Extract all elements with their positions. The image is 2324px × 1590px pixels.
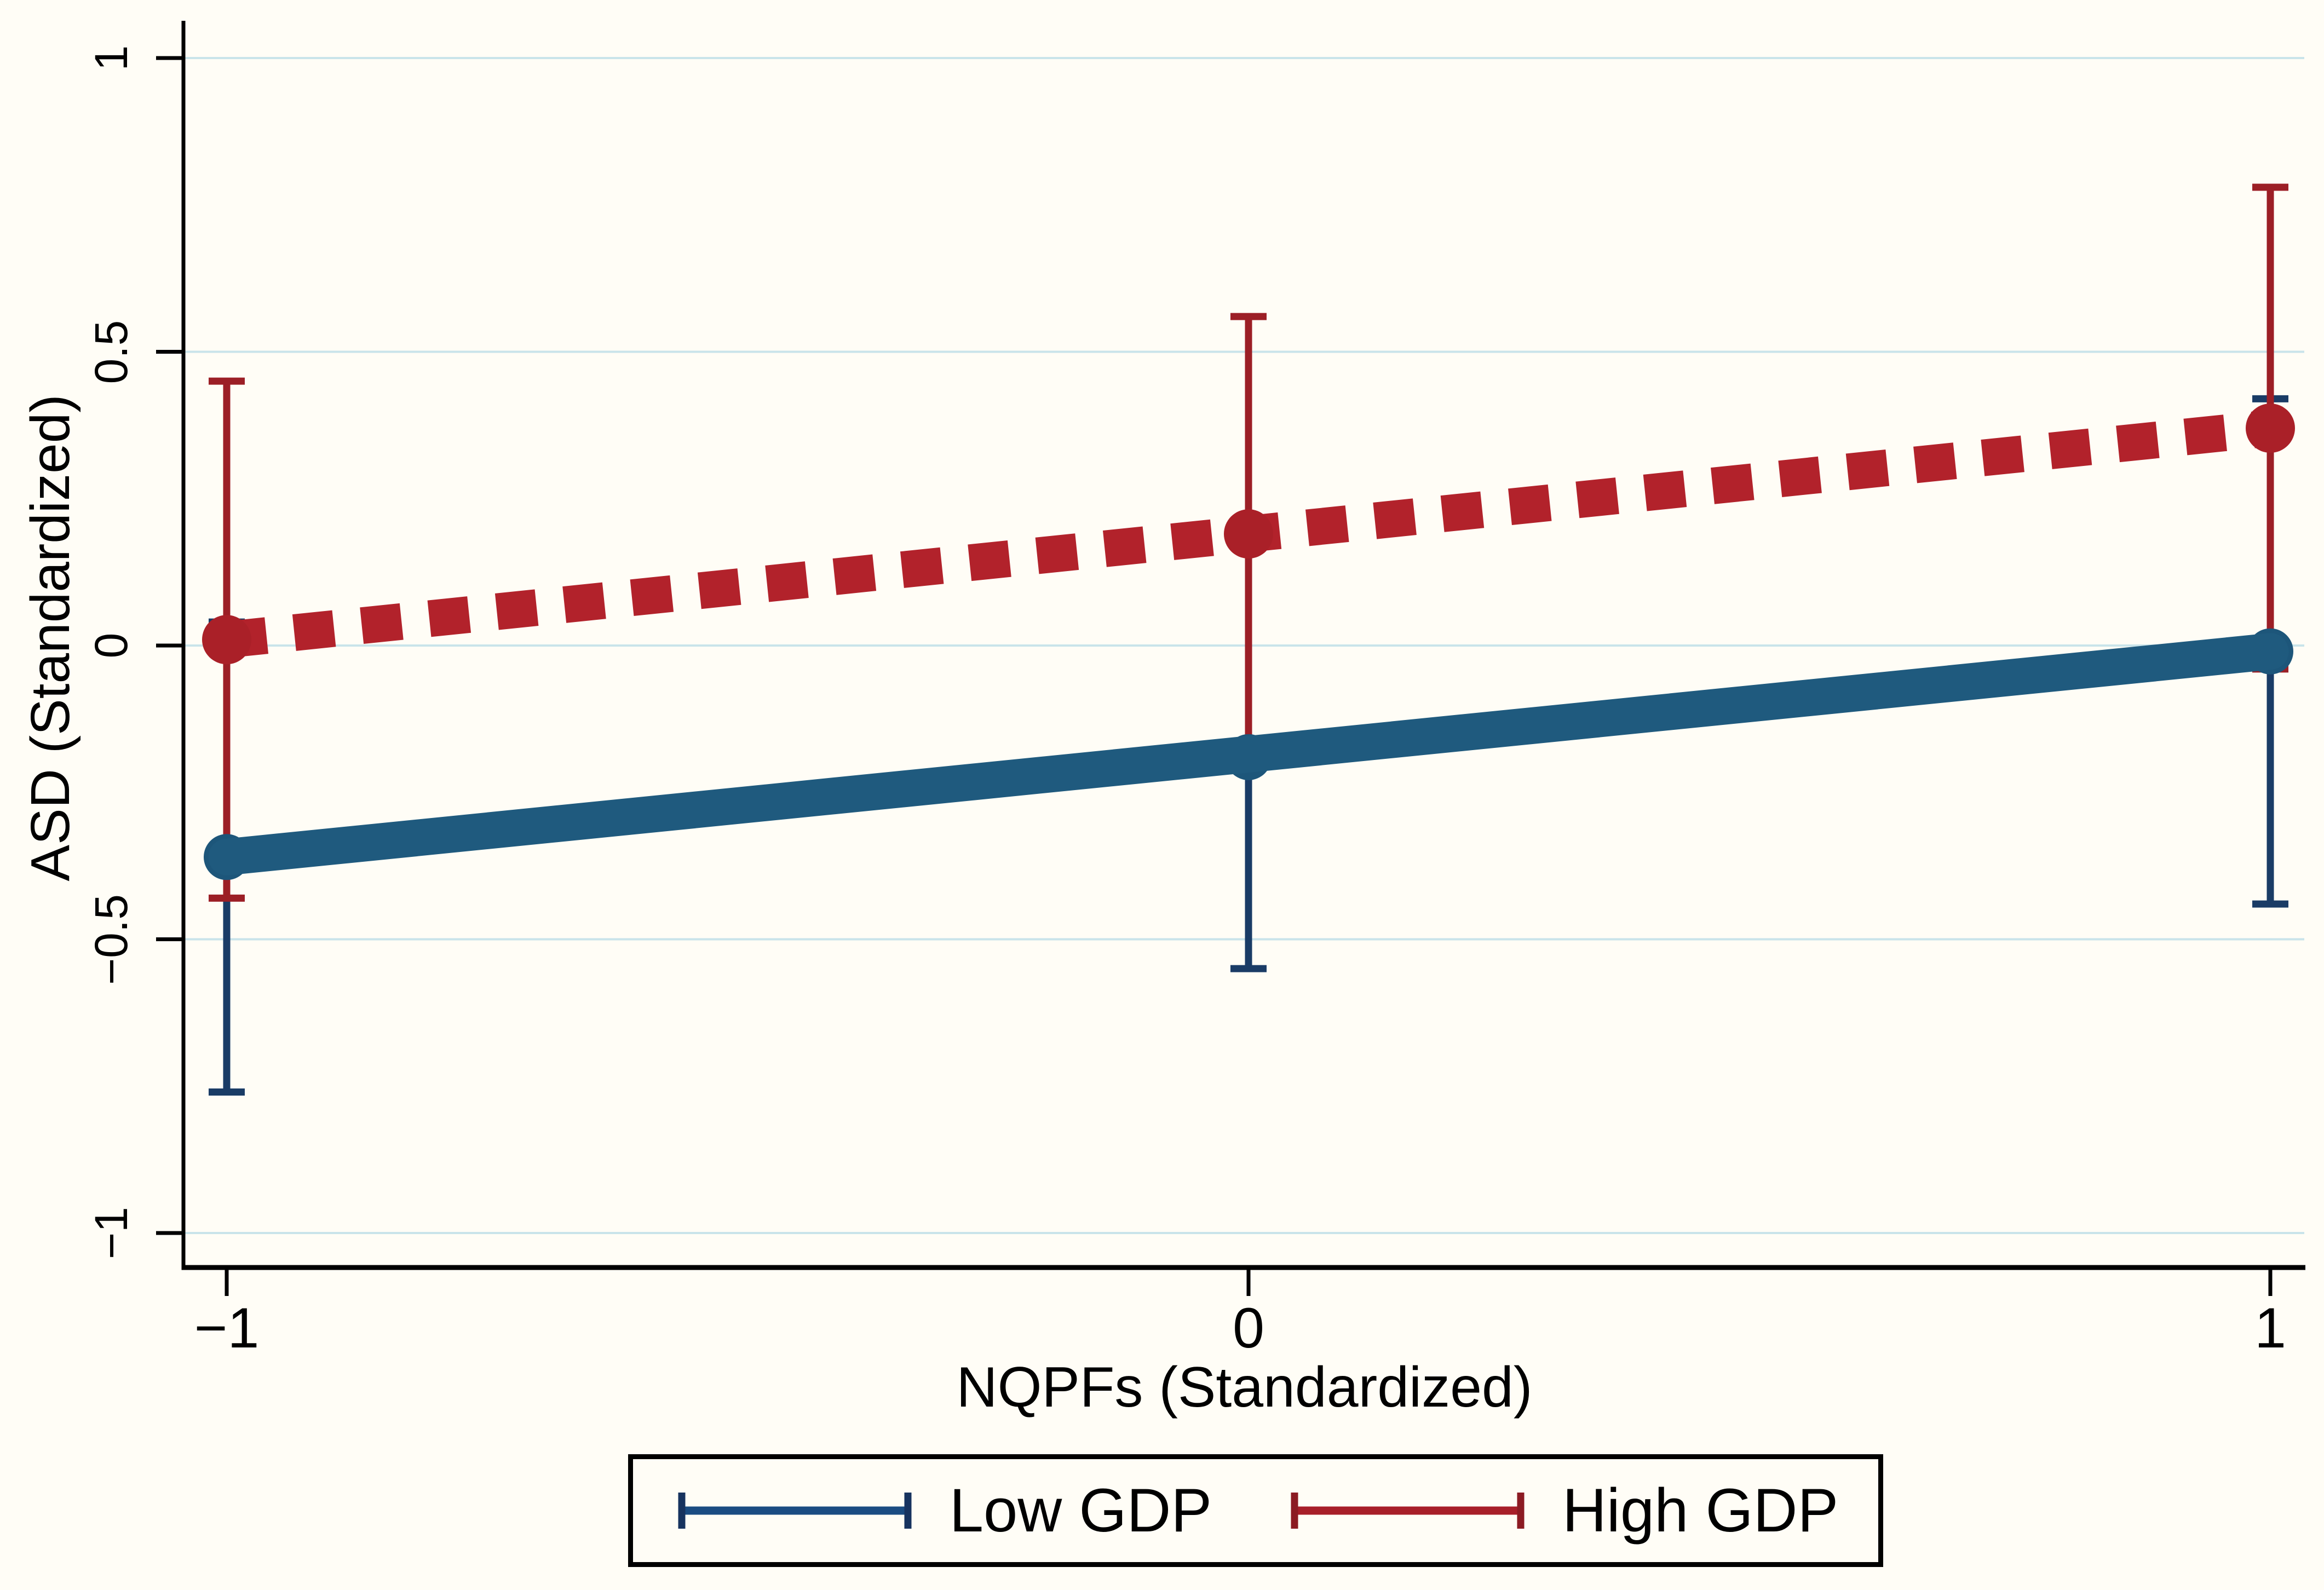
legend: Low GDP High GDP xyxy=(628,1454,1883,1567)
y-tick-label: 0.5 xyxy=(85,320,137,384)
legend-item-high-gdp: High GDP xyxy=(1286,1475,1838,1546)
x-axis-title: NQPFs (Standardized) xyxy=(956,1356,1533,1419)
y-axis-title: ASD (Standardized) xyxy=(20,394,81,882)
y-tick-label: 0 xyxy=(85,632,137,659)
legend-item-low-gdp: Low GDP xyxy=(673,1475,1212,1546)
y-tick-label: 1 xyxy=(85,45,137,71)
legend-label: High GDP xyxy=(1562,1476,1839,1545)
marker-high-gdp xyxy=(202,615,251,665)
errorbar-symbol-high-gdp xyxy=(1291,1493,1525,1529)
x-tick-label: −1 xyxy=(194,1297,260,1360)
y-tick-label: −0.5 xyxy=(85,894,137,985)
x-tick-label: 1 xyxy=(2254,1297,2286,1360)
legend-label: Low GDP xyxy=(949,1476,1212,1545)
marker-high-gdp xyxy=(1224,509,1273,559)
y-tick-label: −1 xyxy=(85,1207,137,1259)
marker-high-gdp xyxy=(2246,403,2295,453)
errorbar-symbol-low-gdp xyxy=(678,1493,912,1529)
trend-line-low-gdp xyxy=(208,633,2289,875)
x-tick-label: 0 xyxy=(1233,1297,1264,1360)
